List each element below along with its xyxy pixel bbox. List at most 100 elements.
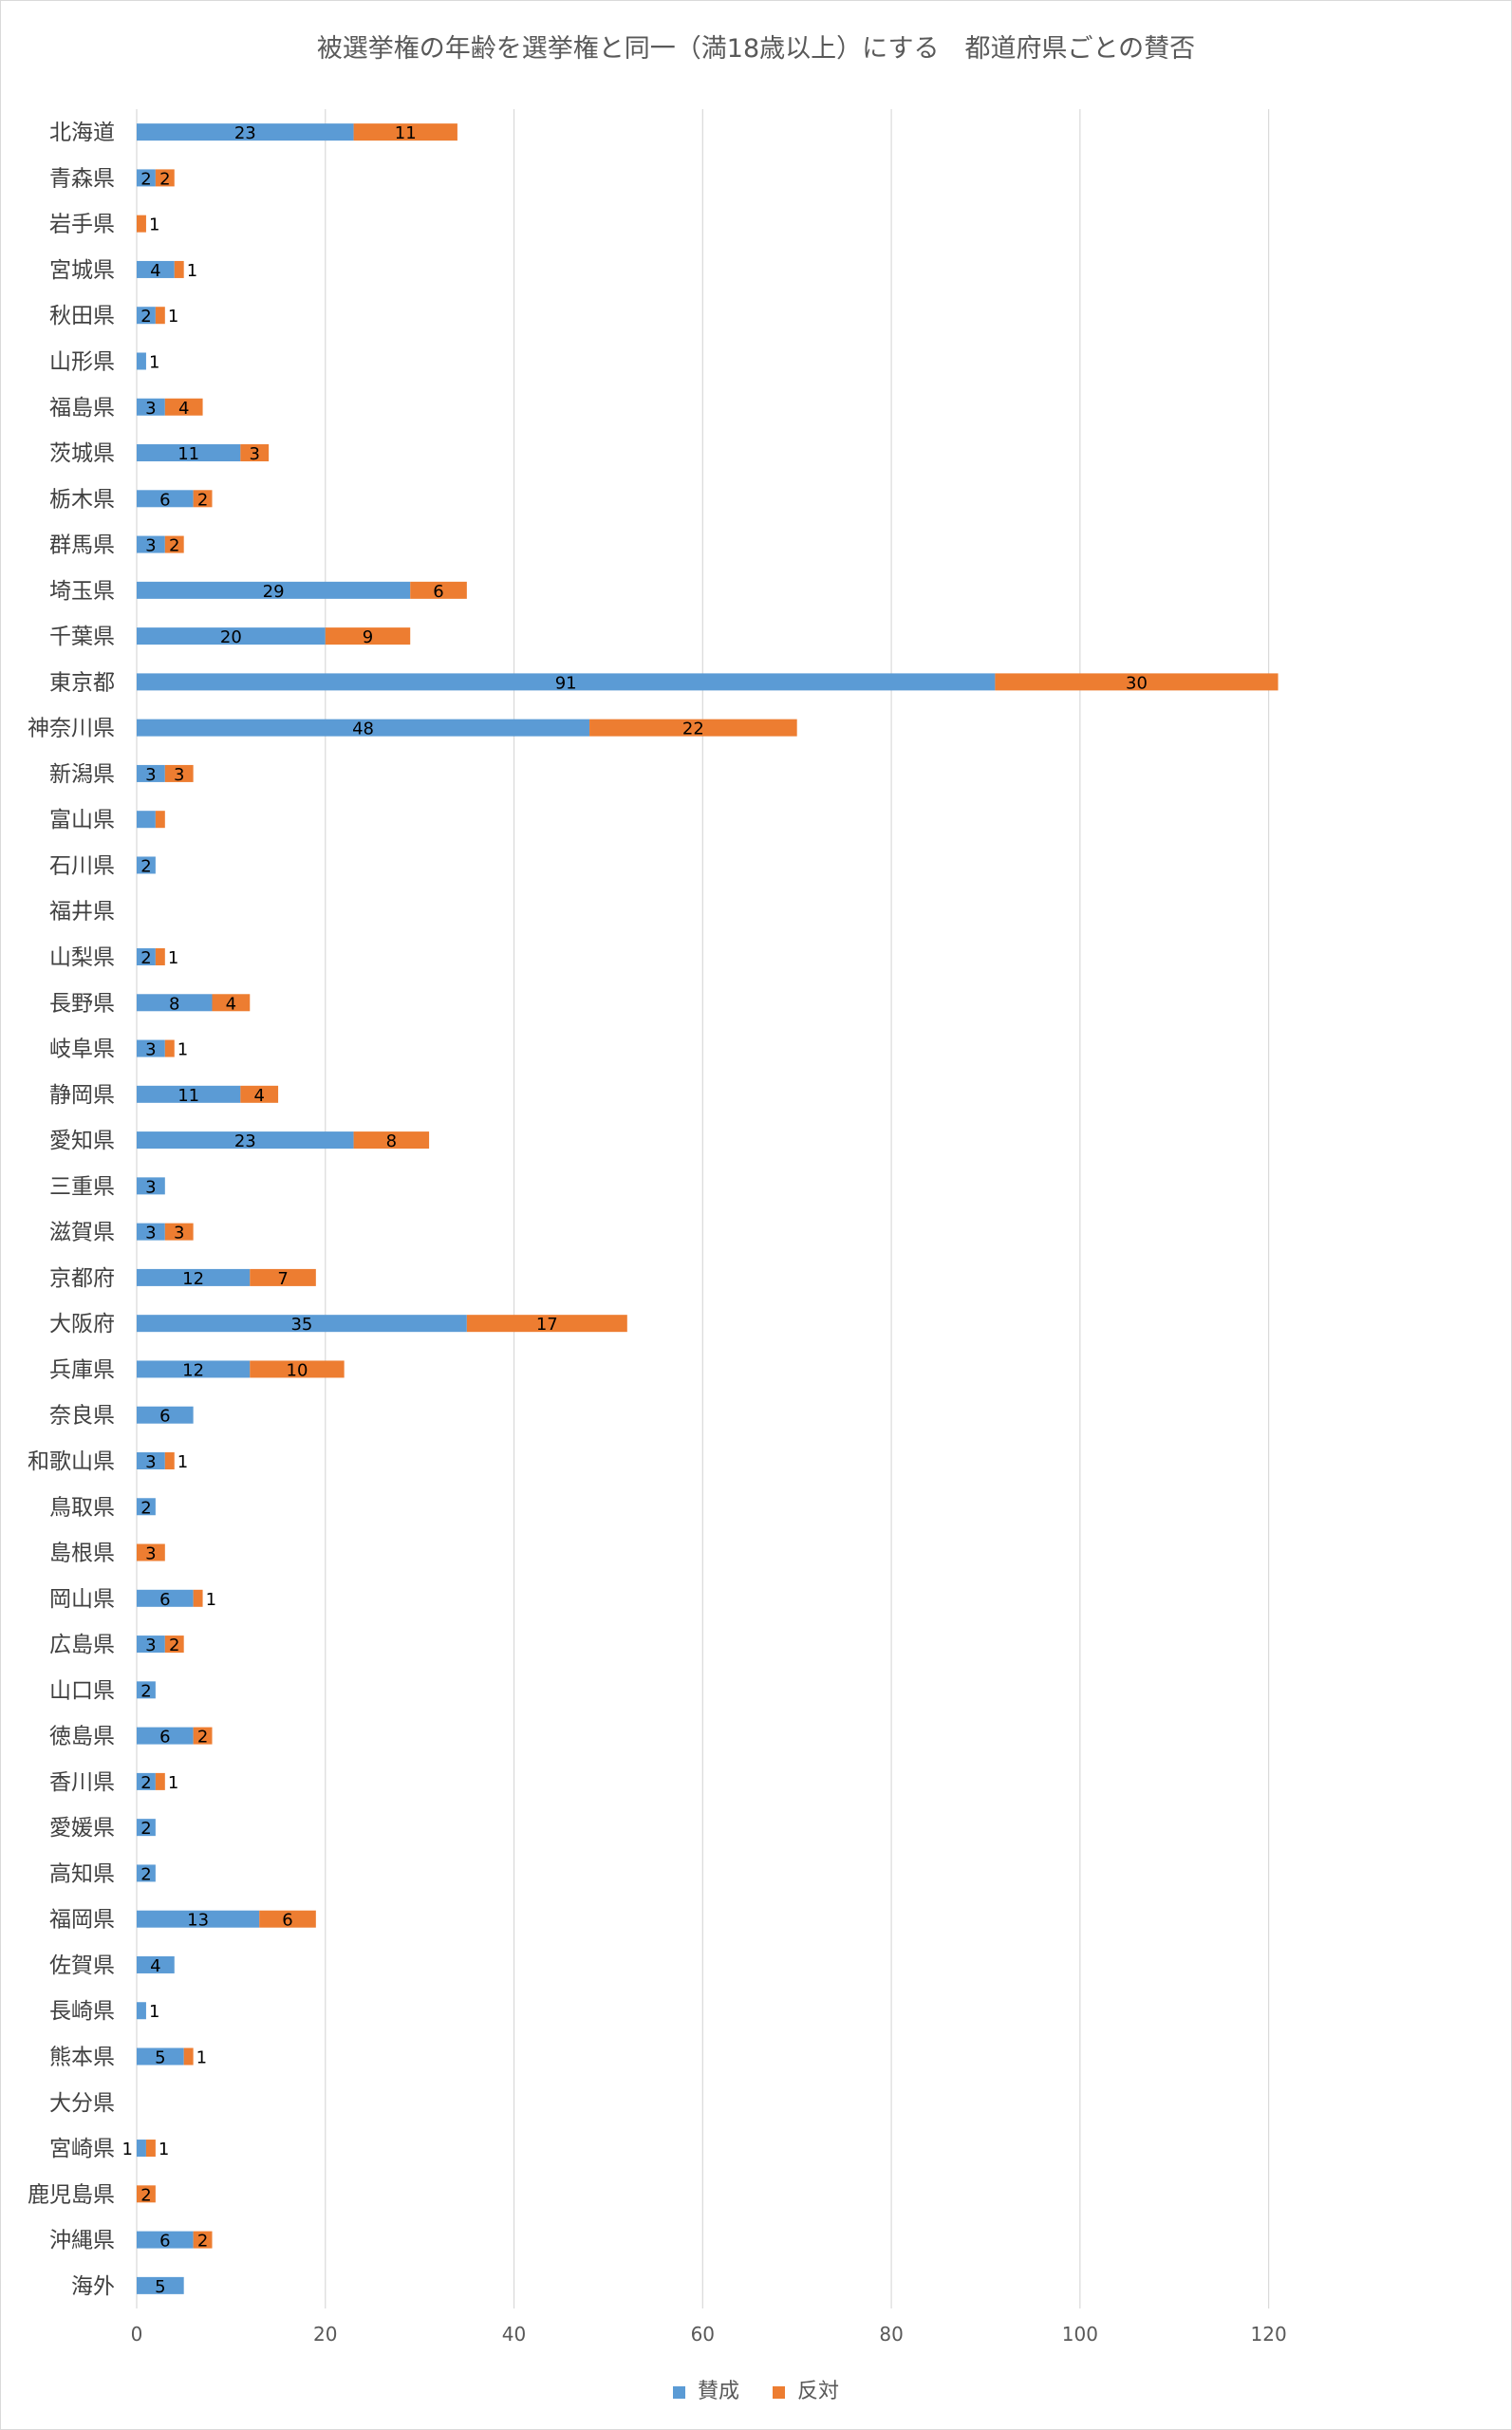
category-label: 兵庫県 xyxy=(49,1357,115,1382)
category-label: 群馬県 xyxy=(49,533,115,558)
data-label: 1 xyxy=(149,2002,159,2022)
data-label: 35 xyxy=(290,1315,312,1335)
bar-segment xyxy=(164,1636,184,1654)
bar-segment xyxy=(137,1681,156,1699)
bar-segment xyxy=(137,581,411,599)
category-label: 京都府 xyxy=(49,1266,115,1291)
x-tick-label: 60 xyxy=(691,2323,715,2346)
category-label: 北海道 xyxy=(49,121,115,145)
data-label: 2 xyxy=(140,307,151,327)
bar-segment xyxy=(155,307,165,325)
category-label: 埼玉県 xyxy=(49,579,115,604)
data-label: 6 xyxy=(433,582,443,602)
chart-title: 被選挙権の年齢を選挙権と同一（満18歳以上）にする 都道府県ごとの賛否 xyxy=(316,34,1196,64)
category-label: 岩手県 xyxy=(49,213,115,237)
category-label: 熊本県 xyxy=(49,2046,115,2070)
data-label: 10 xyxy=(287,1360,308,1380)
bar-segment xyxy=(137,1177,165,1195)
bar-segment xyxy=(137,307,156,325)
bar-segment xyxy=(137,1955,175,1973)
category-label: 長野県 xyxy=(49,991,115,1016)
data-label: 2 xyxy=(140,2185,151,2205)
bar-segment xyxy=(137,1498,156,1516)
category-label: 沖縄県 xyxy=(49,2229,115,2253)
bar-segment xyxy=(137,1819,156,1837)
bar-segment xyxy=(193,490,213,508)
category-label: 広島県 xyxy=(49,1633,115,1657)
x-tick-label: 100 xyxy=(1062,2323,1098,2346)
data-label: 6 xyxy=(159,1728,170,1748)
category-label: 鹿児島県 xyxy=(28,2182,115,2207)
data-label: 6 xyxy=(159,490,170,510)
x-tick-label: 0 xyxy=(131,2323,143,2346)
bar-segment xyxy=(137,2002,146,2020)
bar-segment xyxy=(137,1636,165,1654)
data-label: 3 xyxy=(250,444,260,464)
bar-segment xyxy=(137,1315,467,1333)
data-label: 3 xyxy=(145,1177,156,1197)
bar-segment xyxy=(137,1268,251,1286)
category-label: 島根県 xyxy=(49,1542,115,1566)
bar-segment xyxy=(137,1589,194,1607)
data-label: 11 xyxy=(177,444,199,464)
bar-segment xyxy=(137,948,156,966)
category-label: 岐阜県 xyxy=(49,1037,115,1062)
bar-segment xyxy=(137,2140,146,2158)
data-label: 91 xyxy=(555,673,577,693)
data-label: 5 xyxy=(155,2048,165,2068)
bar-segment xyxy=(164,764,194,782)
category-label: 青森県 xyxy=(49,166,115,191)
legend-label-approve: 賛成 xyxy=(697,2380,739,2403)
category-label: 大阪府 xyxy=(49,1312,115,1336)
data-label: 2 xyxy=(169,536,179,556)
bar-segment xyxy=(137,2185,156,2203)
bar-segment xyxy=(164,1451,175,1469)
data-label: 17 xyxy=(536,1315,558,1335)
data-label: 2 xyxy=(140,1864,151,1884)
bar-segment xyxy=(325,627,411,645)
category-label: 高知県 xyxy=(49,1861,115,1886)
bar-segment xyxy=(164,398,203,416)
category-label: 香川県 xyxy=(49,1770,115,1795)
data-label: 2 xyxy=(197,2232,208,2252)
bar-segment xyxy=(250,1360,345,1378)
data-label: 1 xyxy=(177,1040,188,1060)
bar-segment xyxy=(137,1223,165,1241)
bar-segment xyxy=(155,948,165,966)
data-label: 2 xyxy=(140,948,151,968)
bar-segment xyxy=(240,1085,279,1103)
data-label: 1 xyxy=(187,261,197,281)
bar-segment xyxy=(155,1772,165,1790)
data-label: 1 xyxy=(206,1590,216,1610)
data-label: 7 xyxy=(277,1269,288,1289)
category-label: 宮城県 xyxy=(49,258,115,283)
bar-segment xyxy=(137,398,165,416)
category-label: 石川県 xyxy=(49,853,115,878)
data-label: 3 xyxy=(174,1224,184,1243)
data-label: 22 xyxy=(682,720,704,739)
bar-segment xyxy=(137,719,590,737)
data-label: 1 xyxy=(122,2140,133,2159)
bar-segment xyxy=(137,764,165,782)
data-label: 11 xyxy=(177,1086,199,1106)
legend: 賛成 反対 xyxy=(1,2374,1511,2404)
data-label: 2 xyxy=(140,1681,151,1701)
bar-segment xyxy=(164,1223,194,1241)
bar-segment xyxy=(137,1085,241,1103)
bar-segment xyxy=(137,490,194,508)
legend-item-approve: 賛成 xyxy=(672,2374,739,2404)
bar-segment xyxy=(137,627,326,645)
bar-segment xyxy=(183,2047,194,2066)
data-label: 2 xyxy=(159,169,170,189)
data-label: 3 xyxy=(174,765,184,785)
bar-segment xyxy=(193,1589,203,1607)
data-label: 2 xyxy=(140,1819,151,1839)
data-label: 6 xyxy=(159,2232,170,2252)
category-label: 愛媛県 xyxy=(49,1816,115,1841)
data-label: 13 xyxy=(187,1911,209,1931)
category-label: 佐賀県 xyxy=(49,1953,115,1978)
category-label: 鳥取県 xyxy=(49,1495,115,1520)
category-label: 三重県 xyxy=(49,1174,115,1199)
bar-segment xyxy=(137,1406,194,1424)
bar-segment xyxy=(995,673,1279,691)
